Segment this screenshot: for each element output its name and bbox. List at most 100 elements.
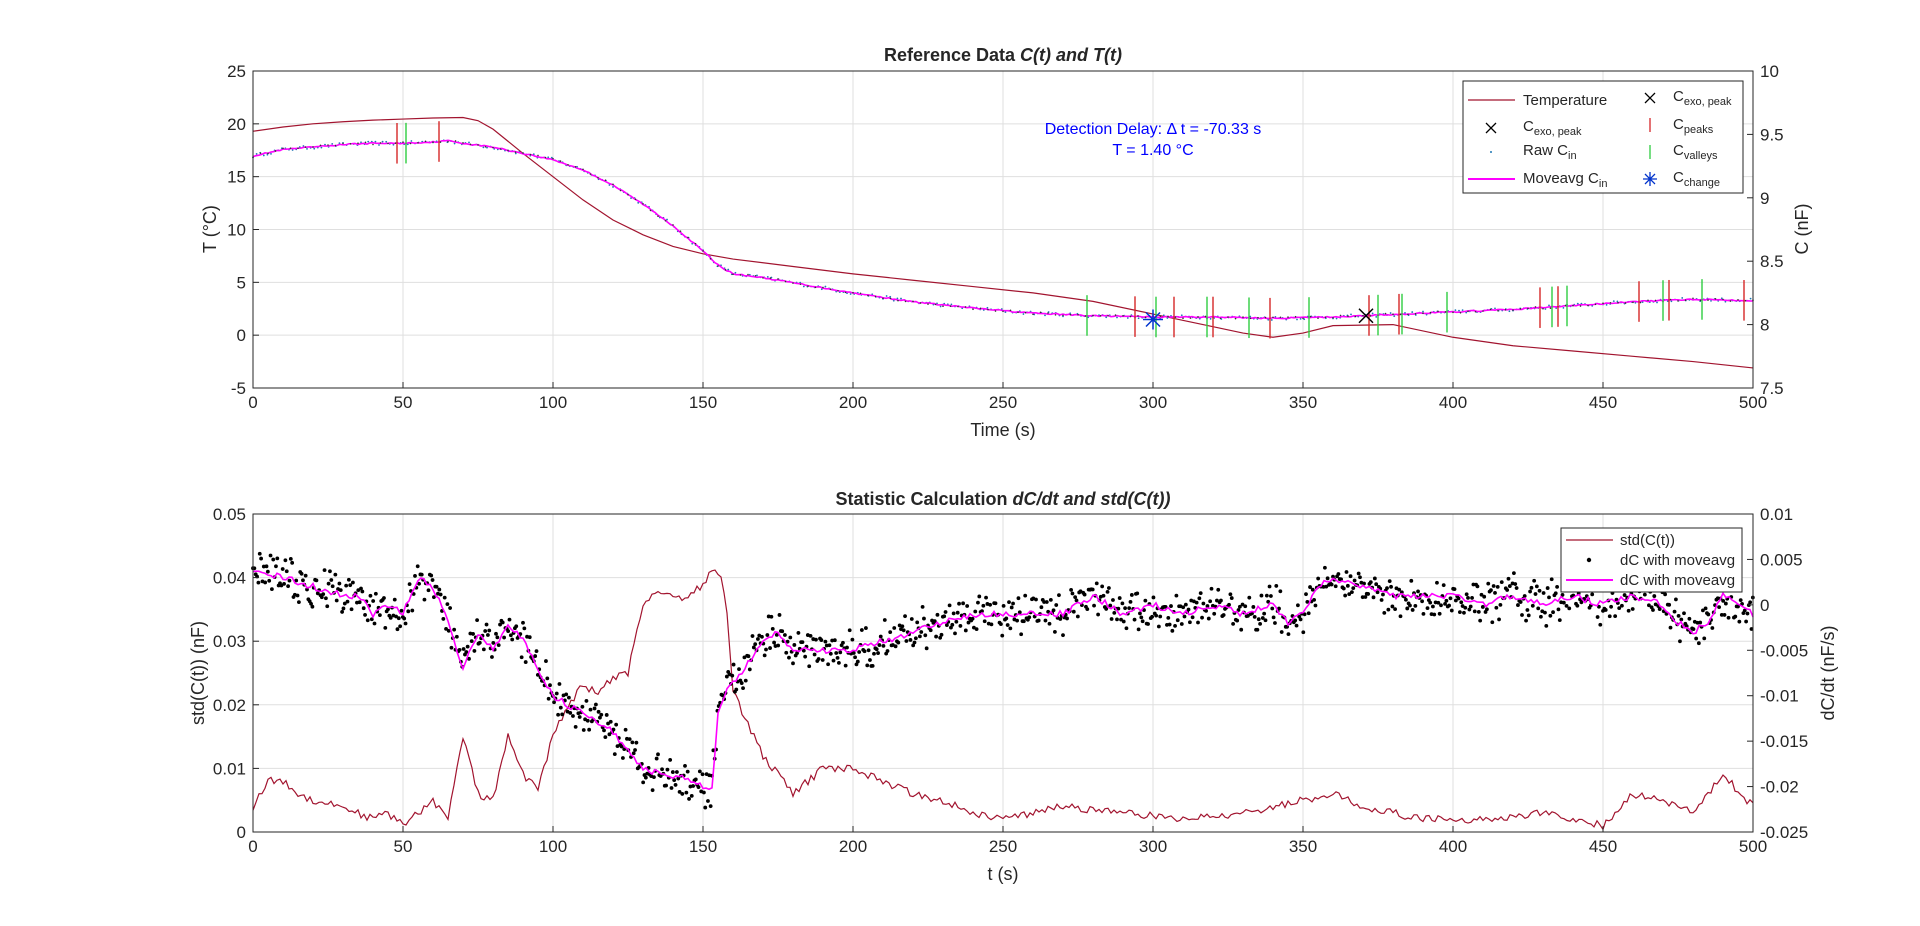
dc-point xyxy=(1008,626,1013,631)
dc-point xyxy=(484,622,489,627)
dc-point xyxy=(1603,608,1608,612)
dc-point xyxy=(1329,582,1334,587)
dc-point xyxy=(1672,609,1677,614)
dc-point xyxy=(282,581,286,586)
dc-point xyxy=(874,647,879,652)
dc-point xyxy=(344,583,349,588)
raw-cin-dark-point xyxy=(1264,316,1267,319)
dc-point xyxy=(437,587,442,592)
raw-cin-dark-point xyxy=(1144,316,1147,319)
dc-point xyxy=(521,620,525,625)
dc-point xyxy=(1061,633,1065,638)
raw-cin-point xyxy=(1198,317,1201,320)
raw-cin-dark-point xyxy=(469,143,472,146)
dc-point xyxy=(1421,611,1426,616)
raw-cin-dark-point xyxy=(507,149,509,152)
dc-point xyxy=(598,715,602,720)
dc-point xyxy=(1158,614,1163,619)
raw-cin-dark-point xyxy=(1324,316,1327,319)
legend-cexo-marker xyxy=(1485,122,1497,134)
dc-point xyxy=(1667,602,1672,607)
raw-cin-point xyxy=(961,307,964,310)
raw-cin-dark-point xyxy=(634,198,637,201)
dc-point xyxy=(294,578,299,583)
top-legend: Temperature Cexo, peak Raw Cin Moveavg C… xyxy=(1462,80,1744,194)
dc-point xyxy=(1416,589,1420,594)
dc-point xyxy=(928,628,933,633)
dc-point xyxy=(1390,604,1395,609)
raw-cin-point xyxy=(1375,316,1378,318)
dc-point xyxy=(796,631,801,635)
dc-point xyxy=(554,691,559,696)
dc-point xyxy=(1070,591,1075,596)
bottom-x-tick-label: 100 xyxy=(539,837,567,856)
dc-point xyxy=(286,584,290,589)
dc-point xyxy=(349,607,354,612)
dc-point xyxy=(533,654,538,658)
raw-cin-dark-point xyxy=(1039,311,1042,314)
dc-point xyxy=(980,609,984,614)
raw-cin-dark-point xyxy=(822,286,824,289)
legend-dots-label: dC with moveavg xyxy=(1620,552,1735,569)
dc-point xyxy=(1011,601,1015,606)
dc-point xyxy=(1736,604,1740,609)
raw-cin-point xyxy=(1335,317,1338,320)
top-left-y-axis-label: T (°C) xyxy=(200,205,220,253)
dc-point xyxy=(1027,615,1032,620)
dc-point xyxy=(828,651,833,656)
dc-point xyxy=(800,640,805,645)
dc-point xyxy=(577,715,582,719)
dc-point xyxy=(656,752,660,757)
raw-cin-dark-point xyxy=(304,146,307,148)
dc-point xyxy=(545,676,550,681)
top-x-tick-label: 350 xyxy=(1289,393,1317,412)
raw-cin-point xyxy=(331,142,334,145)
dc-point xyxy=(1167,622,1172,627)
dc-point xyxy=(731,662,736,667)
raw-cin-point xyxy=(1267,318,1270,321)
dc-point xyxy=(1607,614,1612,619)
dc-point xyxy=(658,774,663,778)
dc-point xyxy=(1478,618,1483,623)
dc-point xyxy=(546,696,551,701)
dc-point xyxy=(939,632,944,637)
bottom-right-y-tick-label: -0.01 xyxy=(1760,687,1799,706)
dc-point xyxy=(1491,584,1496,588)
dc-point xyxy=(1544,623,1549,628)
raw-cin-dark-point xyxy=(612,183,614,186)
dc-point xyxy=(1239,627,1244,632)
dc-point xyxy=(923,633,928,638)
legend-change-marker xyxy=(1643,172,1657,186)
dc-point xyxy=(1073,595,1078,600)
dc-point xyxy=(325,604,330,609)
top-right-y-tick-label: 10 xyxy=(1760,62,1779,81)
raw-cin-dark-point xyxy=(597,176,599,179)
dc-point xyxy=(557,682,562,686)
dc-point xyxy=(696,785,701,790)
dc-point xyxy=(816,657,821,661)
dc-point xyxy=(1305,599,1310,604)
dc-point xyxy=(469,639,474,644)
dc-point xyxy=(788,635,793,640)
dc-point xyxy=(383,625,388,630)
dc-point xyxy=(918,634,922,639)
dc-point xyxy=(1205,604,1210,608)
dc-point xyxy=(864,626,868,630)
dc-point xyxy=(850,637,855,642)
dc-point xyxy=(592,706,597,711)
dc-point xyxy=(1082,592,1087,597)
raw-cin-point xyxy=(896,297,899,300)
dc-point xyxy=(445,602,450,607)
raw-cin-dark-point xyxy=(1227,316,1229,318)
dc-point xyxy=(675,770,679,774)
raw-cin-point xyxy=(1116,316,1118,319)
bottom-right-y-tick-label: -0.015 xyxy=(1760,732,1808,751)
dc-point xyxy=(1071,609,1076,614)
dc-point xyxy=(1065,616,1069,621)
dc-point xyxy=(567,695,571,700)
raw-cin-point xyxy=(1576,302,1579,305)
dc-point xyxy=(908,638,913,642)
top-x-tick-label: 500 xyxy=(1739,393,1767,412)
cexo-peak-marker xyxy=(1358,308,1374,324)
dc-point xyxy=(314,578,319,583)
